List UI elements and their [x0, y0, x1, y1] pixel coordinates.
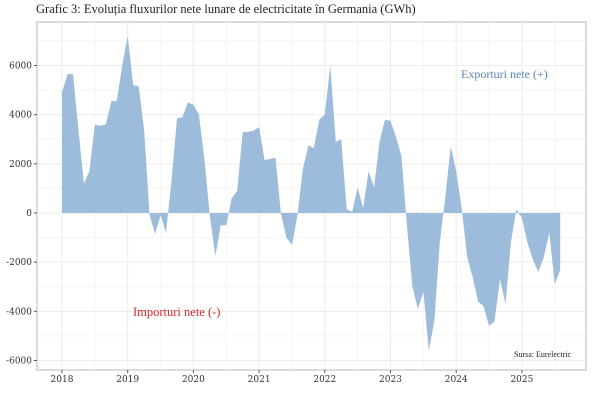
- annotation-exports: Exporturi nete (+): [461, 67, 548, 81]
- y-tick-label: -2000: [6, 258, 32, 268]
- x-tick-label: 2019: [116, 375, 139, 385]
- net-flow-area: [62, 36, 561, 351]
- y-tick-label: 4000: [9, 111, 32, 121]
- annotation-imports: Importuri nete (-): [133, 305, 220, 319]
- y-tick-label: 0: [26, 209, 32, 219]
- x-tick-label: 2023: [379, 375, 402, 385]
- x-tick-label: 2020: [182, 375, 205, 385]
- y-axis: 6000 4000 2000 0 -2000 -4000 -6000: [6, 62, 37, 367]
- y-tick-label: -4000: [6, 307, 32, 317]
- x-tick-label: 2022: [313, 375, 336, 385]
- y-tick-label: 6000: [9, 62, 32, 72]
- x-tick-label: 2021: [248, 375, 271, 385]
- y-tick-label: -6000: [6, 357, 32, 367]
- source-note: Sursa: Eurelectric: [514, 350, 572, 359]
- x-tick-label: 2018: [51, 375, 74, 385]
- y-tick-label: 2000: [9, 160, 32, 170]
- x-axis: 2018 2019 2020 2021 2022 2023 2024 2025: [51, 370, 534, 385]
- chart-title: Grafic 3: Evoluția fluxurilor nete lunar…: [36, 2, 416, 16]
- x-tick-label: 2024: [445, 375, 468, 385]
- x-tick-label: 2025: [510, 375, 533, 385]
